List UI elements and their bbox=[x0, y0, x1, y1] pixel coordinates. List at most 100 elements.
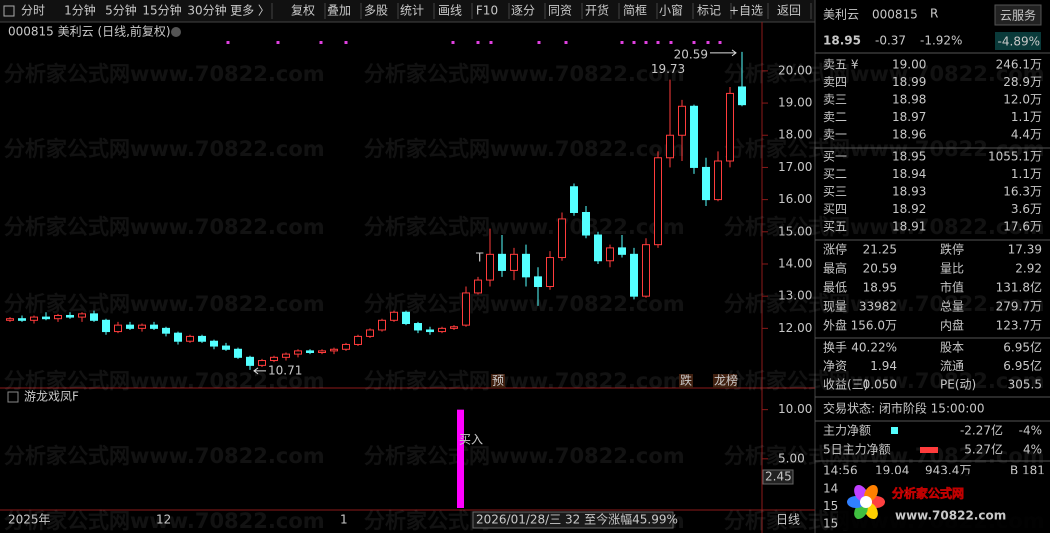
watermark: 分析家公式网www.70822.com bbox=[724, 215, 1045, 239]
toolbar-button[interactable]: 画线 bbox=[438, 4, 462, 18]
y-tick-label: 5.00 bbox=[778, 451, 805, 465]
toolbar-button[interactable]: 开货 bbox=[585, 3, 609, 18]
watermark: 分析家公式网www.70822.com bbox=[364, 369, 685, 393]
flag: R bbox=[930, 7, 938, 21]
candle-body bbox=[6, 318, 14, 321]
book-volume: 16.3万 bbox=[1003, 185, 1042, 199]
toolbar-icon bbox=[3, 5, 15, 17]
indicator-last: 2.45 bbox=[765, 470, 792, 484]
candle-body bbox=[270, 356, 278, 362]
watermark: 分析家公式网www.70822.com bbox=[724, 444, 1045, 468]
candle-body bbox=[654, 157, 662, 246]
toolbar-button[interactable]: 多股 bbox=[364, 4, 388, 18]
period[interactable]: 日线 bbox=[776, 513, 800, 527]
x-label: 12 bbox=[156, 513, 171, 527]
cursor-label: 2026/01/28/三 32 至今涨幅45.99% bbox=[476, 512, 678, 527]
watermark: 分析家公式网www.70822.com bbox=[4, 62, 325, 86]
candle-body bbox=[378, 319, 386, 331]
candle-body bbox=[150, 324, 158, 329]
candle-body bbox=[522, 253, 530, 278]
toolbar-button[interactable]: 1分钟 bbox=[64, 3, 96, 18]
watermark: 分析家公式网www.70822.com bbox=[4, 369, 325, 393]
toolbar-button[interactable]: 逐分 bbox=[511, 4, 535, 18]
watermark: 分析家公式网www.70822.com bbox=[364, 444, 685, 468]
sector[interactable]: 云服务 bbox=[1000, 8, 1036, 23]
indicator-icon[interactable] bbox=[7, 391, 19, 403]
book-price: 18.95 bbox=[892, 150, 926, 164]
toolbar-button[interactable]: 小窗 bbox=[659, 4, 683, 18]
candle-body bbox=[462, 292, 470, 326]
candle-body bbox=[582, 211, 590, 236]
candle-body bbox=[90, 313, 98, 321]
stock-code: 000815 bbox=[872, 8, 918, 22]
candle-body bbox=[330, 348, 338, 352]
book-label: 卖一 bbox=[823, 128, 847, 142]
signal-box bbox=[713, 374, 737, 388]
book-price: 18.99 bbox=[892, 75, 926, 89]
watermark: 分析家公式网www.70822.com bbox=[724, 369, 1045, 393]
signal: 预 bbox=[492, 374, 504, 388]
book-label: 买四 bbox=[823, 202, 847, 216]
high-label: 19.73 bbox=[651, 62, 685, 76]
candle-body bbox=[126, 324, 134, 329]
book-volume: 1.1万 bbox=[1011, 110, 1042, 124]
candle-body bbox=[318, 350, 326, 353]
toolbar-button[interactable]: 5分钟 bbox=[105, 3, 137, 18]
y-tick-label: 20.00 bbox=[778, 63, 812, 77]
book-label: 卖四 bbox=[823, 75, 847, 89]
candle-body bbox=[390, 311, 398, 321]
y-tick-label: 15.00 bbox=[778, 224, 812, 238]
toolbar-button[interactable]: 简框 bbox=[623, 4, 647, 18]
toolbar-button[interactable]: 分时 bbox=[21, 4, 45, 18]
signal: 跌 bbox=[680, 373, 692, 388]
flow-pct: 4% bbox=[1023, 443, 1042, 457]
candle-body bbox=[594, 234, 602, 262]
x-label: 2025年 bbox=[8, 513, 51, 527]
book-price: 19.00 bbox=[892, 58, 926, 72]
toolbar-button[interactable]: 标记 bbox=[697, 4, 721, 18]
toolbar-button[interactable]: 30分钟 bbox=[187, 3, 226, 18]
toolbar-button[interactable]: 返回 bbox=[777, 4, 801, 18]
signal-dot bbox=[489, 41, 493, 44]
toolbar-button[interactable]: F10 bbox=[476, 4, 498, 18]
book-label: 卖二 bbox=[823, 110, 847, 124]
toolbar-button[interactable]: 15分钟 bbox=[142, 3, 181, 18]
book-volume: 246.1万 bbox=[996, 58, 1042, 72]
signal-dot bbox=[656, 41, 660, 44]
stat-value: 20.59 bbox=[863, 262, 897, 276]
book-price: 18.98 bbox=[892, 93, 926, 107]
sector-change: -4.89% bbox=[998, 35, 1040, 49]
candle-body bbox=[738, 86, 746, 106]
sector-box bbox=[994, 4, 1042, 26]
candle-body bbox=[282, 353, 290, 358]
stat-value: 21.25 bbox=[863, 243, 897, 257]
candle-body bbox=[534, 276, 542, 288]
candle-body bbox=[210, 340, 218, 347]
candle-body bbox=[114, 324, 122, 333]
candle-body bbox=[426, 329, 434, 333]
candle-body bbox=[570, 186, 578, 213]
flow-value: -2.27亿 bbox=[960, 423, 1003, 438]
chart-title: 000815 美利云 (日线,前复权) bbox=[8, 24, 171, 39]
toolbar-button[interactable]: 同资 bbox=[548, 4, 572, 18]
stat-label: 股本 bbox=[940, 341, 964, 355]
candle-body bbox=[666, 134, 674, 159]
book-label: 买二 bbox=[823, 167, 847, 181]
book-price: 18.93 bbox=[892, 185, 926, 199]
signal-dot bbox=[706, 41, 710, 44]
signal-dot bbox=[718, 41, 722, 44]
toolbar-button[interactable]: 更多 〉 bbox=[230, 4, 270, 18]
stat-value: 123.7万 bbox=[996, 319, 1042, 333]
candle-body bbox=[66, 314, 74, 318]
toolbar-button[interactable]: 叠加 bbox=[327, 4, 351, 18]
candle-body bbox=[174, 332, 182, 342]
toolbar-button[interactable]: 复权 bbox=[291, 4, 315, 18]
book-volume: 12.0万 bbox=[1003, 93, 1042, 107]
stat-value: 33982 bbox=[859, 300, 897, 314]
book-price: 18.94 bbox=[892, 167, 926, 181]
toolbar-button[interactable]: 统计 bbox=[400, 4, 424, 18]
candle-body bbox=[246, 356, 254, 366]
stat-value: 18.95 bbox=[863, 281, 897, 295]
toolbar-button[interactable]: +自选 bbox=[729, 4, 763, 18]
title-menu[interactable] bbox=[171, 27, 181, 37]
